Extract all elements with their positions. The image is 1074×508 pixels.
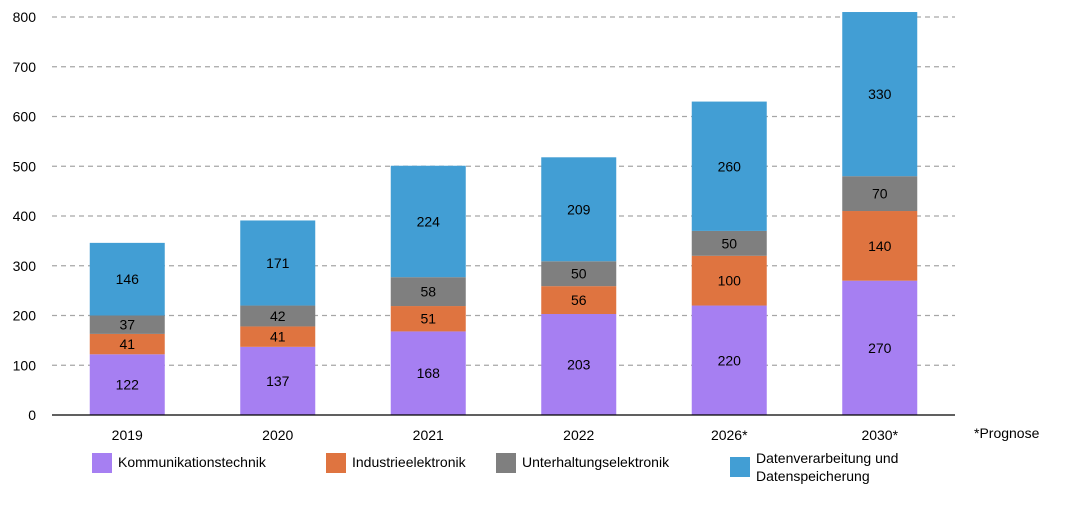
- legend-item-datenverarbeitung: Datenverarbeitung und Datenspeicherung: [730, 449, 898, 485]
- y-tick-label: 100: [13, 357, 37, 373]
- bar-segment: [390, 306, 466, 332]
- bars: 122 41 37 146 137 41 42 171 168 51 58 224 203 56 50 209…: [89, 12, 918, 415]
- data-label: 41: [270, 329, 286, 345]
- stacked-bar-chart: 122 41 37 146 137 41 42 171 168 51 58 224 203 56 50 209…: [13, 9, 955, 443]
- x-axis: 2019 2020 2021 2022 2026* 2030*: [52, 414, 955, 443]
- legend-swatch: [92, 453, 112, 473]
- legend-label: Unterhaltungselektronik: [522, 454, 670, 470]
- data-label: 220: [718, 352, 742, 368]
- bar-segment: [240, 305, 316, 327]
- x-tick-label: 2019: [112, 427, 143, 443]
- bar-segment: [541, 157, 617, 262]
- bar-segment: [541, 286, 617, 315]
- bar-segment: [691, 305, 767, 415]
- legend-label: Industrieelektronik: [352, 454, 466, 470]
- bar-segment: [541, 261, 617, 287]
- data-label: 330: [868, 86, 892, 102]
- x-tick-label: 2020: [262, 427, 293, 443]
- data-label: 171: [266, 255, 290, 271]
- data-label: 42: [270, 308, 286, 324]
- y-tick-label: 600: [13, 109, 37, 125]
- bar-segment: [390, 165, 466, 278]
- gridlines: [52, 16, 955, 366]
- x-tick-label: 2021: [413, 427, 444, 443]
- legend-swatch: [326, 453, 346, 473]
- x-tick-label: 2026*: [711, 427, 748, 443]
- bar-segment: [89, 354, 165, 415]
- data-label: 50: [721, 235, 737, 251]
- data-label: 260: [718, 158, 742, 174]
- legend-item-kommunikationstechnik: Kommunikationstechnik: [92, 453, 266, 473]
- bar-segment: [691, 230, 767, 256]
- data-label: 37: [119, 317, 135, 333]
- bar-segment: [842, 176, 918, 212]
- bar-segment: [240, 326, 316, 347]
- legend-swatch: [496, 453, 516, 473]
- legend-item-industrieelektronik: Industrieelektronik: [326, 453, 466, 473]
- bar-segment: [842, 211, 918, 281]
- bar-segment: [390, 277, 466, 307]
- data-label: 168: [417, 365, 441, 381]
- data-label: 122: [116, 377, 140, 393]
- legend-item-unterhaltungselektronik: Unterhaltungselektronik: [496, 453, 669, 473]
- y-tick-label: 800: [13, 9, 37, 25]
- y-tick-label: 200: [13, 308, 37, 324]
- data-label: 41: [119, 336, 135, 352]
- bar-segment: [240, 220, 316, 306]
- data-label: 100: [718, 273, 742, 289]
- y-tick-label: 400: [13, 208, 37, 224]
- data-label: 51: [420, 311, 436, 327]
- legend: Kommunikationstechnik Industrieelektroni…: [0, 449, 1074, 499]
- bar-segment: [541, 314, 617, 415]
- data-label: 140: [868, 238, 892, 254]
- bar-segment: [240, 346, 316, 415]
- bar-segment: [842, 12, 918, 177]
- data-label: 58: [420, 284, 436, 300]
- legend-swatch: [730, 457, 750, 477]
- x-tick-label: 2030*: [861, 427, 898, 443]
- y-tick-label: 500: [13, 158, 37, 174]
- data-label: 56: [571, 292, 587, 308]
- bar-segment: [89, 242, 165, 316]
- bar-segment: [89, 315, 165, 334]
- y-axis: 0 100 200 300 400 500 600 700 800: [13, 9, 37, 423]
- bar-segment: [390, 331, 466, 415]
- y-tick-label: 0: [28, 407, 36, 423]
- footnote: *Prognose: [974, 425, 1040, 441]
- x-tick-label: 2022: [563, 427, 594, 443]
- data-label: 50: [571, 266, 587, 282]
- y-tick-label: 700: [13, 59, 37, 75]
- data-label: 137: [266, 373, 290, 389]
- legend-label: Datenverarbeitung und Datenspeicherung: [756, 450, 899, 484]
- data-label: 270: [868, 340, 892, 356]
- data-label: 203: [567, 357, 591, 373]
- data-label: 209: [567, 201, 591, 217]
- data-label: 224: [417, 213, 441, 229]
- data-label: 70: [872, 186, 888, 202]
- y-tick-label: 300: [13, 258, 37, 274]
- bar-segment: [842, 280, 918, 415]
- bar-segment: [89, 333, 165, 355]
- data-label: 146: [116, 271, 140, 287]
- legend-label: Kommunikationstechnik: [118, 454, 266, 470]
- bar-segment: [691, 255, 767, 306]
- bar-segment: [691, 101, 767, 231]
